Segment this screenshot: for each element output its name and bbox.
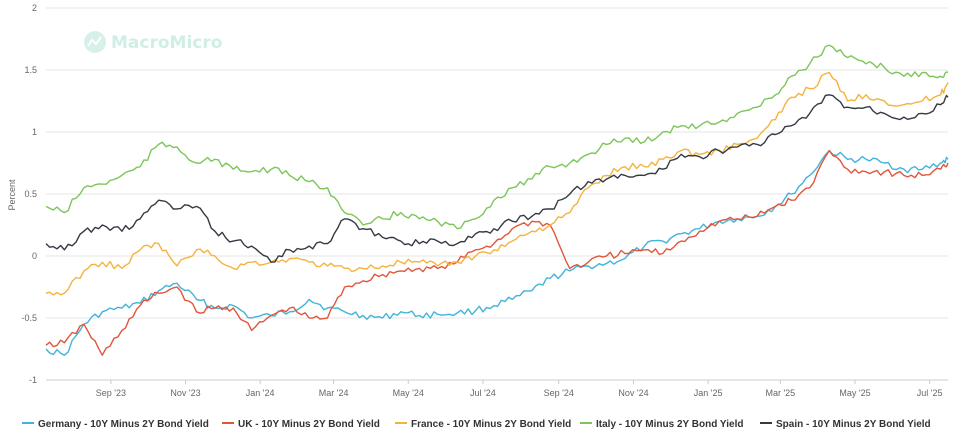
y-tick-label: 0 [32,251,37,261]
legend-label: Italy - 10Y Minus 2Y Bond Yield [596,419,743,430]
watermark-logo-mark [87,36,102,47]
x-tick-label: May '25 [839,388,870,398]
legend-item[interactable]: Germany - 10Y Minus 2Y Bond Yield [22,419,209,430]
x-tick-label: May '24 [393,388,424,398]
series-line[interactable] [45,94,949,263]
axes: 2 1.5 1 0.5 0 -0.5 -1 Sep '23 Nov '23 Jan '24 Mar … [21,3,948,398]
series-line[interactable] [45,149,949,356]
legend-label: UK - 10Y Minus 2Y Bond Yield [238,419,380,430]
x-tick-label: Sep '24 [544,388,574,398]
grid-lines [46,7,948,381]
series-line[interactable] [45,71,949,296]
x-tick-label: Mar '24 [319,388,349,398]
x-tick-label: Jan '24 [246,388,275,398]
x-tick-label: Sep '23 [96,388,126,398]
series-lines [45,44,949,356]
legend-item[interactable]: Spain - 10Y Minus 2Y Bond Yield [760,419,931,430]
x-tick-label: Nov '23 [170,388,200,398]
x-tick-label: Jan '25 [694,388,723,398]
x-tick-label: Jul '25 [917,388,943,398]
legend-item[interactable]: France - 10Y Minus 2Y Bond Yield [395,419,571,430]
y-axis-title: Percent [7,179,17,211]
series-line[interactable] [45,44,949,230]
y-tick-label: 1 [32,127,37,137]
y-tick-label: 2 [32,3,37,13]
y-tick-label: 1.5 [24,65,37,75]
y-tick-label: -0.5 [21,313,37,323]
watermark-text: MacroMicro [111,33,222,53]
x-tick-label: Nov '24 [618,388,648,398]
legend-label: Spain - 10Y Minus 2Y Bond Yield [776,419,931,430]
legend-item[interactable]: UK - 10Y Minus 2Y Bond Yield [222,419,380,430]
x-tick-label: Jul '24 [470,388,496,398]
legend-item[interactable]: Italy - 10Y Minus 2Y Bond Yield [580,419,743,430]
legend-label: Germany - 10Y Minus 2Y Bond Yield [38,419,209,430]
y-tick-label: -1 [29,375,37,385]
watermark: MacroMicro [84,31,222,53]
legend-label: France - 10Y Minus 2Y Bond Yield [411,419,571,430]
x-tick-label: Mar '25 [765,388,795,398]
legend[interactable]: Germany - 10Y Minus 2Y Bond Yield UK - 10… [22,419,931,430]
y-tick-label: 0.5 [24,189,37,199]
series-line[interactable] [45,149,949,356]
